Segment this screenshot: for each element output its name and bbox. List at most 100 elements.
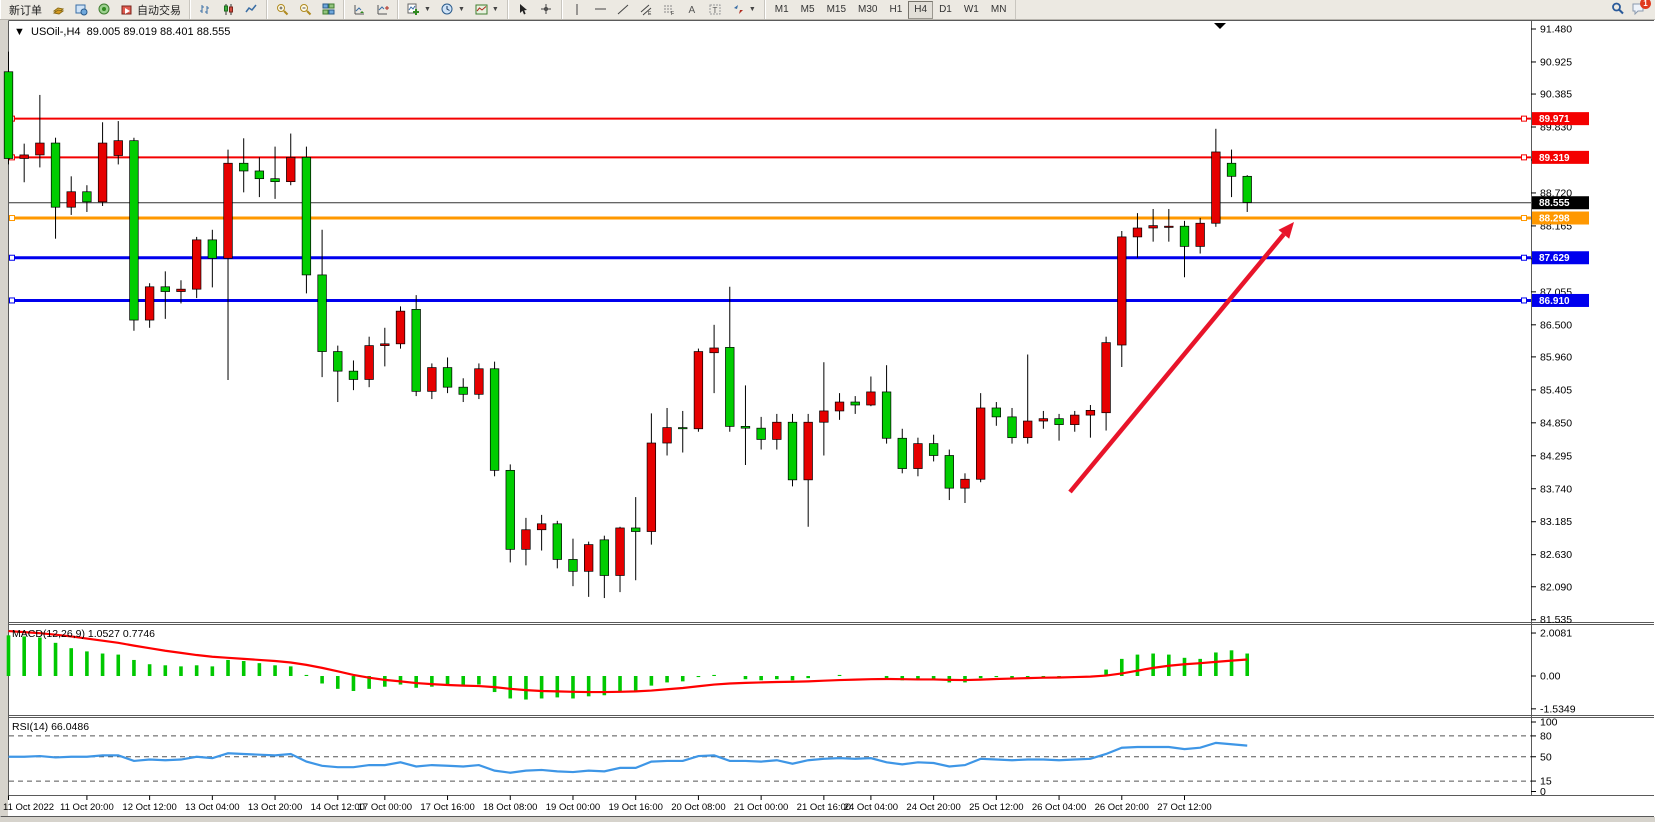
line-handle[interactable] xyxy=(9,297,15,304)
data-window-button[interactable] xyxy=(70,0,93,19)
deposit-button[interactable] xyxy=(47,0,70,19)
candle xyxy=(991,407,1001,418)
notification-badge: 1 xyxy=(1640,0,1651,9)
vertical-line-button[interactable] xyxy=(566,0,589,19)
candle xyxy=(1101,342,1111,414)
timeframe-h4-button[interactable]: H4 xyxy=(908,0,934,19)
candle xyxy=(725,347,735,427)
timeframe-m1-button[interactable]: M1 xyxy=(774,3,789,15)
tile-windows-button[interactable] xyxy=(317,0,340,19)
panel-frames xyxy=(0,20,1654,817)
timeframe-mn-button[interactable]: MN xyxy=(990,3,1007,15)
auto-scroll-icon xyxy=(353,3,366,16)
macd-panel[interactable]: MACD(12,26,9) 1.0527 0.7746 2.0081 0.00 -1.… xyxy=(6,628,1576,716)
new-chart-button[interactable]: ▼ xyxy=(402,0,436,19)
chevron-down-icon[interactable]: ▼ xyxy=(491,6,499,13)
timeframe-m30-button[interactable]: M30 xyxy=(858,3,878,15)
candle xyxy=(1242,175,1252,203)
chart-shift-button[interactable] xyxy=(371,0,394,19)
candle xyxy=(944,455,954,489)
horizontal-line-button[interactable] xyxy=(589,0,612,19)
price-tick: 81.535 xyxy=(1540,614,1572,626)
trendline-button[interactable] xyxy=(612,0,635,19)
template-button[interactable]: ▼ xyxy=(470,0,504,19)
equidistant-channel-button[interactable]: E xyxy=(635,0,658,19)
svg-text:T: T xyxy=(712,6,717,15)
time-tick: 13 Oct 04:00 xyxy=(185,802,239,813)
toolbar-group-3 xyxy=(344,0,398,19)
timeframe-m15-button[interactable]: M15 xyxy=(826,3,847,15)
autotrading-button-button[interactable]: 自动交易 xyxy=(116,0,186,19)
auto-scroll-button[interactable] xyxy=(348,0,371,19)
period-clock-button[interactable]: ▼ xyxy=(436,0,470,19)
line-handle[interactable] xyxy=(1521,297,1527,304)
toolbar-group-0: 新订单 自动交易 xyxy=(0,0,190,19)
candle xyxy=(819,410,829,423)
rsi-tick: 100 xyxy=(1540,717,1558,729)
arrows-shapes-button[interactable]: ▼ xyxy=(727,0,761,19)
chevron-down-icon[interactable]: ▼ xyxy=(748,6,756,13)
rsi-label: RSI(14) 66.0486 xyxy=(12,721,89,733)
cursor-button[interactable] xyxy=(512,0,535,19)
new-order-button-button[interactable]: 新订单 xyxy=(4,0,47,19)
chart-window[interactable]: 91.48090.92590.38589.83089.27588.72088.1… xyxy=(0,20,1655,822)
rsi-tick: 15 xyxy=(1540,776,1552,788)
candle xyxy=(254,170,265,180)
horizontal-levels[interactable] xyxy=(9,115,1531,304)
candle xyxy=(693,351,704,430)
line-handle[interactable] xyxy=(9,254,15,261)
chart-shift-marker[interactable] xyxy=(1214,23,1226,29)
main-toolbar: 新订单 自动交易 ▼ ▼ ▼ E F A T ▼ M1 M5 M15 M30 H1 H4 D1 W1 MN 1 xyxy=(0,0,1655,20)
notifications-button[interactable]: 1 xyxy=(1632,0,1651,18)
trend-arrow[interactable] xyxy=(1068,222,1294,494)
candle xyxy=(207,239,217,259)
candle xyxy=(66,191,76,208)
deposit-icon xyxy=(52,3,65,16)
candlestick-chart-button[interactable] xyxy=(217,0,240,19)
broadcast-icon xyxy=(98,3,111,16)
text-button[interactable]: A xyxy=(681,0,704,19)
candle xyxy=(850,401,860,406)
toolbar-group-1 xyxy=(190,0,267,19)
line-handle[interactable] xyxy=(1521,215,1527,222)
chevron-down-icon[interactable]: ▼ xyxy=(424,6,431,13)
line-handle[interactable] xyxy=(9,215,15,222)
zoom-out-button[interactable] xyxy=(294,0,317,19)
macd-tick: -1.5349 xyxy=(1540,703,1576,715)
bar-chart-button[interactable] xyxy=(194,0,217,19)
candle xyxy=(380,343,390,346)
window-left-frame xyxy=(0,20,8,816)
candle xyxy=(364,345,374,380)
timeframe-w1-button[interactable]: W1 xyxy=(963,3,979,15)
search-button[interactable] xyxy=(1611,2,1624,18)
candle xyxy=(1179,225,1190,247)
candle xyxy=(568,559,578,572)
time-tick: 11 Oct 2022 xyxy=(3,802,54,813)
line-handle[interactable] xyxy=(1521,254,1527,261)
candle xyxy=(881,391,892,439)
time-axis[interactable]: 11 Oct 2022 11 Oct 20:00 12 Oct 12:00 13 Oc… xyxy=(3,795,1212,814)
price-tick: 83.185 xyxy=(1540,516,1572,528)
timeframe-d1-button[interactable]: D1 xyxy=(939,3,952,15)
candle xyxy=(129,140,139,321)
candle xyxy=(1054,418,1064,425)
time-tick: 17 Oct 16:00 xyxy=(420,802,474,813)
candle xyxy=(897,437,907,469)
zoom-in-button[interactable] xyxy=(271,0,294,19)
time-tick: 19 Oct 16:00 xyxy=(608,802,662,813)
line-handle[interactable] xyxy=(1521,154,1527,161)
timeframe-h1-button[interactable]: H1 xyxy=(889,3,903,15)
text-label-button[interactable]: T xyxy=(704,0,727,19)
crosshair-button[interactable] xyxy=(535,0,558,19)
candle xyxy=(803,421,813,481)
timeframe-m5-button[interactable]: M5 xyxy=(800,3,815,15)
line-handle[interactable] xyxy=(1521,115,1527,122)
chevron-down-icon[interactable]: ▼ xyxy=(457,6,465,13)
broadcast-button[interactable] xyxy=(93,0,116,19)
candle xyxy=(35,142,45,156)
candle xyxy=(584,544,594,572)
bar-chart-icon xyxy=(199,3,212,16)
fibonacci-button[interactable]: F xyxy=(658,0,681,19)
line-chart-button[interactable] xyxy=(240,0,263,19)
